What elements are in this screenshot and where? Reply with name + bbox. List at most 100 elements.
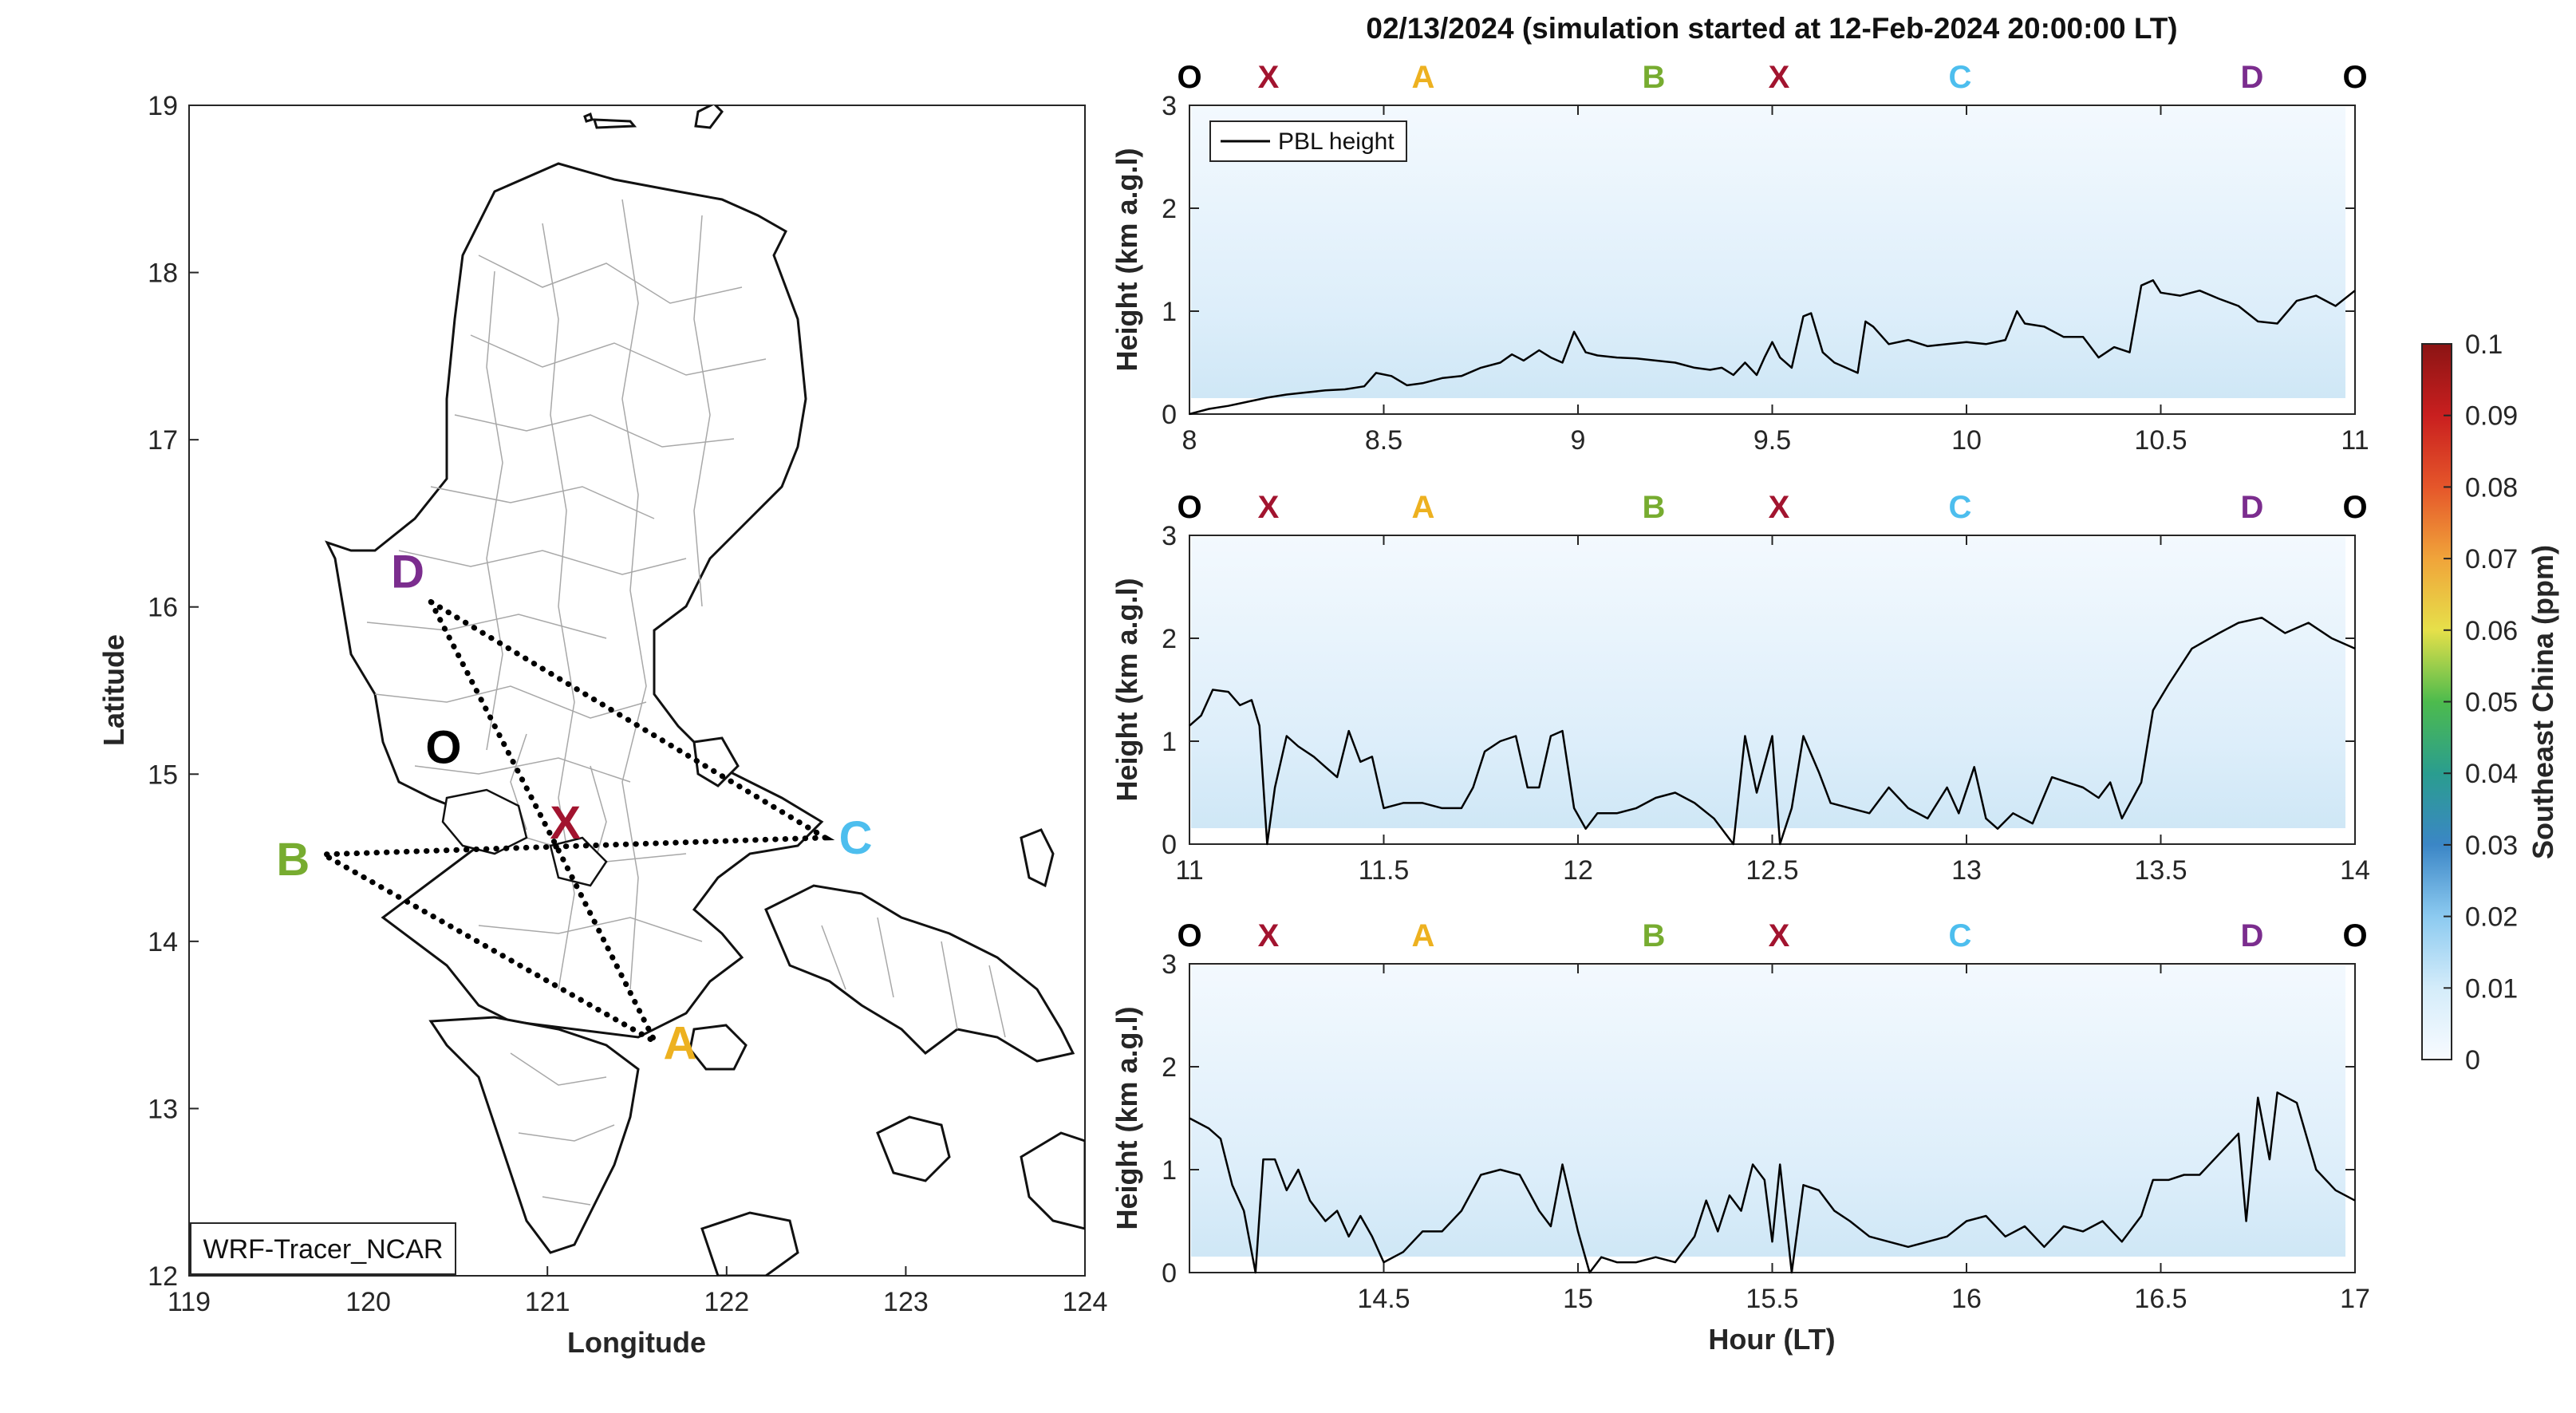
point-label-o: O — [2342, 490, 2367, 525]
ytick-label: 2 — [1162, 1052, 1177, 1083]
map-landmass — [325, 105, 1085, 1276]
colorbar-tick-label: 0.1 — [2465, 330, 2503, 360]
xtick-label: 8.5 — [1365, 425, 1402, 456]
point-label-o: O — [2342, 60, 2367, 95]
model-label-box — [190, 1222, 456, 1275]
xtick-label: 15 — [1563, 1284, 1593, 1314]
point-label-x: X — [1769, 490, 1790, 525]
xtick-label: 14.5 — [1357, 1284, 1410, 1314]
laguna-lake — [549, 836, 608, 887]
map-ytick-label: 13 — [148, 1094, 178, 1124]
xtick-label: 15.5 — [1746, 1284, 1798, 1314]
xtick-label: 14 — [2340, 855, 2370, 886]
map-xlabel: Longitude — [567, 1326, 706, 1359]
point-label-d: D — [2241, 490, 2264, 525]
map-ytick-label: 17 — [148, 425, 178, 456]
xtick-label: 12 — [1563, 855, 1593, 886]
ytick-label: 2 — [1162, 624, 1177, 654]
map-ytick-label: 15 — [148, 760, 178, 790]
point-label-d: D — [2241, 918, 2264, 953]
ytick-label: 1 — [1162, 727, 1177, 757]
marinduque-island — [688, 1024, 748, 1071]
point-label-x: X — [1258, 60, 1280, 95]
colorbar-tick-label: 0.02 — [2465, 902, 2518, 933]
map-xtick-label: 124 — [1063, 1287, 1108, 1317]
pbl-height-line — [1189, 1091, 2356, 1274]
map-ytick-label: 19 — [148, 91, 178, 121]
pbl-height-line — [1189, 279, 2356, 416]
pbl-height-line — [1189, 616, 2356, 846]
point-label-a: A — [1412, 918, 1435, 953]
point-label-c: C — [1949, 60, 1972, 95]
point-label-x: X — [1769, 918, 1790, 953]
map-point-c: C — [839, 812, 873, 864]
babuyan-islands — [583, 105, 724, 129]
point-label-d: D — [2241, 60, 2264, 95]
xtick-label: 9.5 — [1753, 425, 1791, 456]
map-ytick-label: 16 — [148, 593, 178, 623]
point-label-x: X — [1769, 60, 1790, 95]
masbate-island — [876, 1115, 951, 1182]
colorbar-tick-label: 0.05 — [2465, 688, 2518, 718]
xtick-label: 13.5 — [2134, 855, 2187, 886]
map-point-o: O — [425, 722, 461, 774]
map-panel: D O X B C A 119 120 121 122 123 124 12 13 14 15 16 17 18… — [97, 91, 1107, 1359]
map-point-a: A — [663, 1018, 696, 1070]
colorbar-label: Southeast China (ppm) — [2527, 545, 2559, 859]
panay-fragment — [700, 1211, 799, 1276]
colorbar-tick-label: 0.03 — [2465, 831, 2518, 861]
xtick-label: 17 — [2340, 1284, 2370, 1314]
xtick-label: 12.5 — [1746, 855, 1798, 886]
map-point-x: X — [550, 797, 581, 849]
map-x-ticks: 119 120 121 122 123 124 — [168, 1266, 1107, 1317]
xtick-label: 16.5 — [2134, 1284, 2187, 1314]
map-ytick-label: 12 — [148, 1261, 178, 1292]
xtick-label: 16 — [1951, 1284, 1982, 1314]
legend-label: PBL height — [1278, 128, 1395, 155]
map-y-ticks: 12 13 14 15 16 17 18 19 — [148, 91, 199, 1292]
map-xtick-label: 119 — [168, 1287, 211, 1317]
ytick-label: 3 — [1162, 521, 1177, 551]
ytick-label: 3 — [1162, 91, 1177, 121]
colorbar-ticks: 0 0.01 0.02 0.03 0.04 0.05 0.06 0.07 0.08 0.09 0.1 — [2444, 330, 2518, 1076]
ytick-label: 1 — [1162, 297, 1177, 327]
colorbar-tick-label: 0.07 — [2465, 544, 2518, 574]
panel-3: 14.5 15 15.5 16 16.5 17 0 1 2 3 Height (km a.g.l) O… — [1110, 918, 2370, 1314]
point-label-c: C — [1949, 490, 1972, 525]
ytick-label: 0 — [1162, 400, 1177, 430]
colorbar-tick-label: 0.06 — [2465, 616, 2518, 646]
xtick-label: 11 — [1175, 855, 1203, 886]
point-label-c: C — [1949, 918, 1972, 953]
colorbar: 0 0.01 0.02 0.03 0.04 0.05 0.06 0.07 0.08 0.09 0.1… — [2421, 330, 2559, 1076]
point-label-o: O — [2342, 918, 2367, 953]
point-label-b: B — [1643, 490, 1666, 525]
polillo-island — [692, 736, 740, 787]
bicol-peninsula — [764, 884, 1075, 1063]
colorbar-tick-label: 0.08 — [2465, 472, 2518, 503]
y-axis-label: Height (km a.g.l) — [1110, 148, 1143, 371]
xtick-label: 8 — [1182, 425, 1197, 456]
manila-bay — [441, 788, 528, 855]
pbl-legend: PBL height — [1209, 120, 1407, 162]
model-label: WRF-Tracer_NCAR — [203, 1234, 444, 1265]
map-point-b: B — [276, 834, 310, 886]
point-label-o: O — [1177, 60, 1201, 95]
ytick-label: 0 — [1162, 1258, 1177, 1289]
figure-title: 02/13/2024 (simulation started at 12-Feb… — [1366, 12, 2177, 45]
xtick-label: 11.5 — [1359, 855, 1410, 886]
point-label-b: B — [1643, 918, 1666, 953]
point-label-x: X — [1258, 490, 1280, 525]
panel-1: 8 8.5 9 9.5 10 10.5 11 0 1 2 3 Height (km a.g.l) O X A… — [1110, 60, 2369, 456]
ytick-label: 0 — [1162, 830, 1177, 860]
point-label-o: O — [1177, 490, 1201, 525]
xtick-label: 9 — [1571, 425, 1586, 456]
catanduanes-island — [1020, 828, 1055, 888]
xtick-label: 11 — [2341, 425, 2369, 456]
map-xtick-label: 123 — [883, 1287, 929, 1317]
map-point-d: D — [391, 547, 424, 598]
x-axis-label: Hour (LT) — [1708, 1323, 1835, 1356]
map-ylabel: Latitude — [97, 634, 130, 746]
xtick-label: 13 — [1951, 855, 1982, 886]
